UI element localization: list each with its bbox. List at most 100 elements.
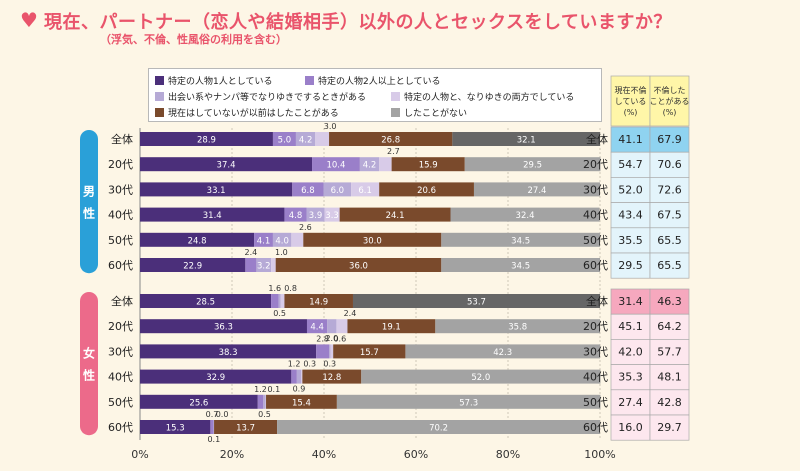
bar-segment [327, 319, 337, 334]
bar-segment [271, 294, 279, 308]
legend-label: 出会い系やナンパ等でなりゆきでするときがある [168, 93, 367, 103]
bar-segment [284, 207, 307, 222]
bar-segment [301, 369, 303, 384]
table-cell [610, 227, 651, 254]
legend-swatch [391, 92, 400, 101]
data-label: 3.0 [324, 122, 337, 131]
bar-segment [140, 258, 246, 272]
bar-segment [347, 319, 436, 334]
data-label: 36.3 [214, 323, 233, 333]
table-value: 16.0 [618, 421, 643, 434]
legend-swatch [155, 76, 164, 85]
row-label: 20代 [108, 320, 133, 333]
data-label: 26.8 [381, 136, 400, 146]
table-header-label: (%) [624, 108, 638, 117]
table-cell [610, 339, 651, 365]
table-cell [610, 313, 651, 340]
bar-segment [295, 132, 316, 146]
data-label: 38.3 [219, 348, 238, 358]
bar-segment [140, 344, 317, 359]
bar-segment [263, 394, 266, 409]
bar-segment [339, 207, 451, 222]
table-value: 27.4 [618, 396, 643, 409]
bar-segment [140, 319, 307, 334]
table-header-cell [610, 75, 651, 127]
data-label: 20.6 [417, 186, 436, 196]
table-value: 57.7 [657, 345, 682, 358]
data-label: 0.6 [333, 334, 346, 343]
data-label: 4.2 [299, 136, 313, 146]
x-tick-label: 60% [404, 448, 428, 461]
bar-segment [275, 258, 442, 272]
data-label: 29.5 [523, 161, 542, 171]
bar-segment [256, 258, 272, 272]
bar-segment [292, 182, 324, 197]
table-cell [610, 151, 651, 178]
row-label: 60代 [108, 259, 133, 272]
data-label: 3.9 [309, 211, 323, 221]
row-label: 20代 [583, 158, 608, 171]
data-label: 37.4 [217, 161, 236, 171]
legend-label: 特定の人物と、なりゆきの両方でしている [404, 93, 575, 103]
bar-segment [140, 182, 293, 197]
bar-segment [291, 232, 304, 247]
table-value: 29.5 [618, 259, 643, 272]
bar-segment [316, 344, 330, 359]
table-cell [610, 252, 651, 279]
bar-segment [284, 294, 353, 308]
bar-segment [140, 207, 285, 222]
data-label: 6.1 [358, 186, 372, 196]
data-label: 2.4 [244, 248, 257, 257]
data-label: 4.1 [257, 236, 271, 246]
legend-item: 特定の人物と、なりゆきの両方でしている [391, 90, 574, 103]
data-label: 0.7 [206, 410, 219, 419]
data-label: 53.7 [467, 298, 486, 308]
legend-swatch [305, 76, 314, 85]
table-cell [649, 151, 690, 178]
bar-segment [210, 420, 214, 434]
bar-segment [140, 157, 313, 172]
bar-segment [280, 294, 285, 308]
bar-segment [302, 369, 362, 384]
data-label: 13.7 [236, 424, 255, 434]
row-label: 20代 [583, 320, 608, 333]
bar-segment [291, 369, 297, 384]
data-label: 31.4 [203, 211, 222, 221]
bar-segment [266, 394, 337, 409]
data-label: 34.5 [511, 236, 530, 246]
data-label: 3.2 [257, 262, 271, 272]
row-label: 30代 [108, 183, 133, 196]
table-header-label: 不倫した [654, 85, 686, 95]
data-label: 32.4 [516, 211, 535, 221]
bar-segment [336, 319, 348, 334]
bar-segment [140, 232, 255, 247]
x-tick-label: 100% [584, 448, 615, 461]
table-value: 54.7 [618, 158, 643, 171]
bar-segment [473, 182, 600, 197]
table-cell [649, 389, 690, 416]
data-label: 4.8 [289, 211, 303, 221]
data-label: 0.3 [303, 360, 316, 369]
bar-segment [272, 132, 296, 146]
data-label: 2.4 [344, 309, 357, 318]
data-label: 15.4 [292, 398, 311, 408]
group-label-char: 性 [82, 368, 95, 383]
bar-segment [333, 344, 406, 359]
data-label: 5.0 [278, 136, 292, 146]
row-label: 20代 [108, 158, 133, 171]
bar-segment [379, 182, 474, 197]
data-label: 33.1 [207, 186, 226, 196]
row-label: 40代 [583, 209, 608, 222]
bar-segment [315, 132, 330, 146]
data-label: 4.2 [363, 161, 377, 171]
data-label: 6.0 [331, 186, 345, 196]
legend-item: したことがない [391, 106, 467, 119]
data-label: 28.5 [196, 298, 215, 308]
table-value: 65.5 [657, 234, 682, 247]
data-label: 0.1 [207, 435, 220, 444]
row-label: 40代 [583, 371, 608, 384]
table-value: 29.7 [657, 421, 682, 434]
data-label: 0.5 [258, 410, 271, 419]
group-label-char: 性 [82, 206, 95, 221]
bar-segment [245, 258, 257, 272]
